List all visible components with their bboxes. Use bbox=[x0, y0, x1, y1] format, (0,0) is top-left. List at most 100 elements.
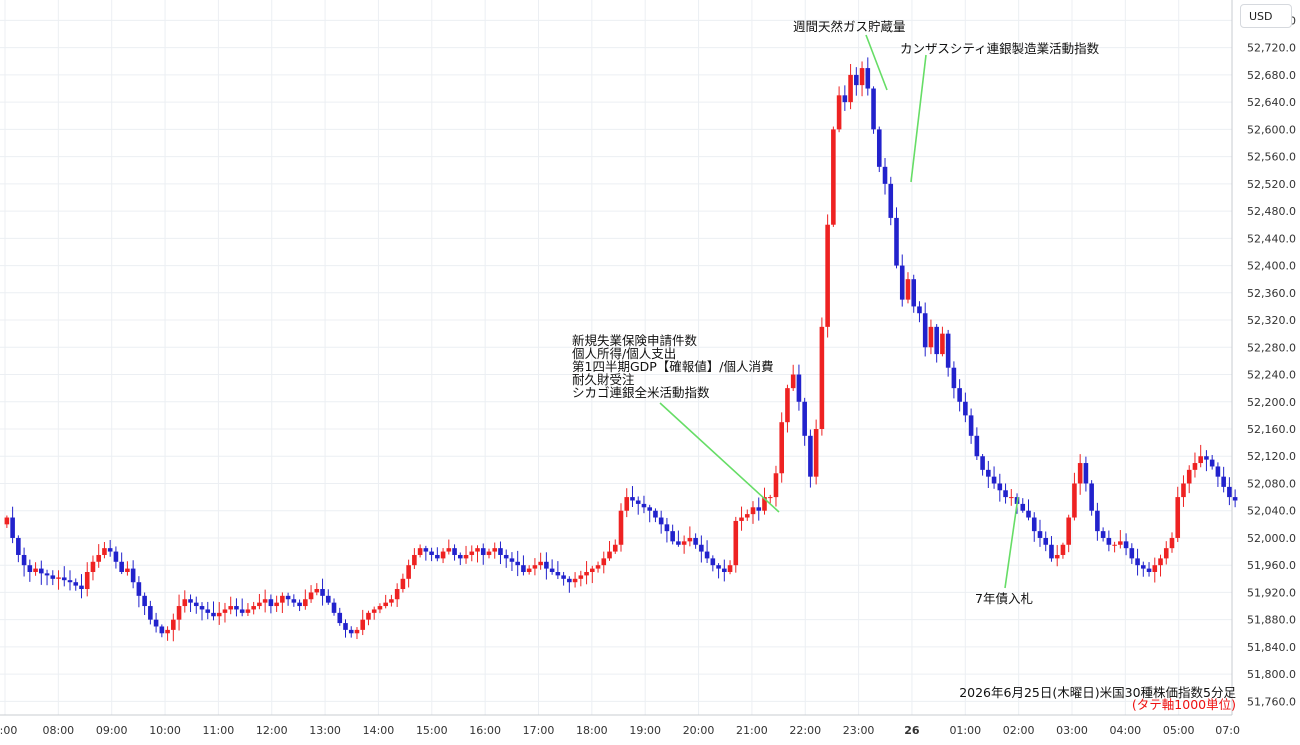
annotation-line-2 bbox=[865, 34, 888, 91]
candle-up bbox=[1158, 558, 1163, 566]
candle-up bbox=[767, 497, 773, 499]
x-tick-label: 12:00 bbox=[256, 724, 288, 737]
candle-down bbox=[1020, 503, 1026, 511]
candle-down bbox=[888, 183, 894, 218]
candle-down bbox=[756, 507, 762, 511]
candle-down bbox=[10, 517, 15, 538]
x-tick-label: 11:00 bbox=[203, 724, 235, 737]
candle-up bbox=[681, 541, 687, 545]
candle-down bbox=[21, 554, 27, 566]
candlestick-series bbox=[4, 57, 1238, 642]
candle-down bbox=[1135, 558, 1140, 566]
candle-up bbox=[366, 612, 371, 620]
annotation-1-line-1: 新規失業保険申請件数 bbox=[572, 333, 698, 348]
candle-up bbox=[607, 551, 612, 559]
candle-up bbox=[389, 599, 394, 603]
candle-down bbox=[159, 626, 165, 634]
candle-down bbox=[39, 568, 44, 574]
candle-up bbox=[744, 514, 750, 518]
y-tick-label: 52,320.0 bbox=[1247, 314, 1296, 327]
annotation-4: 7年債入札 bbox=[975, 591, 1033, 606]
candle-down bbox=[716, 565, 721, 569]
candle-down bbox=[291, 599, 297, 603]
annotation-1-line-5: シカゴ連銀全米活動指数 bbox=[572, 385, 710, 400]
y-tick-label: 51,880.0 bbox=[1247, 614, 1296, 627]
candle-up bbox=[417, 548, 423, 555]
candle-down bbox=[205, 609, 211, 613]
candle-down bbox=[1043, 537, 1049, 545]
candle-down bbox=[963, 401, 968, 416]
y-tick-label: 51,760.0 bbox=[1247, 695, 1296, 708]
candle-down bbox=[1146, 568, 1152, 572]
y-tick-label: 52,160.0 bbox=[1247, 423, 1296, 436]
x-tick-label: 17:00 bbox=[523, 724, 555, 737]
y-tick-label: 51,960.0 bbox=[1247, 559, 1296, 572]
candle-down bbox=[429, 551, 434, 555]
candle-up bbox=[245, 609, 251, 613]
candle-up bbox=[1118, 541, 1123, 545]
candle-down bbox=[630, 497, 635, 501]
annotation-1-line-3: 第1四半期GDP【確報値】/個人消費 bbox=[572, 359, 774, 374]
y-tick-label: 52,200.0 bbox=[1247, 396, 1296, 409]
candle-down bbox=[113, 551, 119, 562]
candle-up bbox=[262, 599, 268, 603]
candle-down bbox=[515, 561, 520, 566]
candle-down bbox=[1232, 497, 1238, 501]
candle-down bbox=[343, 623, 348, 630]
y-tick-label: 52,680.0 bbox=[1247, 69, 1296, 82]
annotation-3: カンザスシティ連銀製造業活動指数 bbox=[900, 41, 1100, 56]
candle-up bbox=[90, 561, 96, 572]
x-tick-label: 23:00 bbox=[843, 724, 875, 737]
candle-down bbox=[1221, 476, 1226, 487]
currency-selector-button[interactable]: USD bbox=[1240, 4, 1292, 28]
candle-up bbox=[790, 374, 796, 389]
candle-down bbox=[876, 129, 882, 167]
candle-up bbox=[354, 629, 360, 634]
y-tick-label: 51,840.0 bbox=[1247, 641, 1296, 654]
candle-down bbox=[73, 582, 79, 586]
y-tick-label: 52,400.0 bbox=[1247, 260, 1296, 273]
y-tick-label: 52,080.0 bbox=[1247, 477, 1296, 490]
candle-down bbox=[1049, 544, 1054, 559]
candle-up bbox=[1066, 517, 1071, 545]
candle-up bbox=[1152, 565, 1158, 572]
candle-up bbox=[228, 606, 234, 610]
candle-up bbox=[733, 520, 739, 566]
x-tick-label: 08:00 bbox=[42, 724, 74, 737]
x-tick-label: 20:00 bbox=[683, 724, 715, 737]
candle-up bbox=[492, 548, 498, 552]
candle-down bbox=[136, 582, 142, 596]
x-tick-label: 02:00 bbox=[1003, 724, 1035, 737]
candle-up bbox=[578, 575, 584, 579]
candle-down bbox=[1089, 483, 1094, 511]
candle-up bbox=[624, 497, 630, 511]
candle-down bbox=[50, 575, 56, 579]
candle-up bbox=[526, 568, 532, 572]
candle-up bbox=[785, 388, 790, 423]
candle-down bbox=[1204, 456, 1209, 460]
candle-up bbox=[1186, 469, 1192, 484]
candle-down bbox=[641, 503, 647, 508]
candle-down bbox=[331, 602, 337, 613]
candle-down bbox=[934, 326, 939, 355]
candle-down bbox=[911, 279, 917, 307]
annotation-line-4 bbox=[1004, 496, 1019, 589]
candle-down bbox=[1227, 486, 1232, 498]
candle-up bbox=[486, 551, 492, 555]
candle-down bbox=[968, 415, 974, 436]
candle-up bbox=[314, 589, 320, 593]
candle-down bbox=[1141, 565, 1146, 569]
candle-down bbox=[423, 548, 429, 552]
candle-down bbox=[796, 374, 802, 402]
candle-down bbox=[452, 548, 457, 555]
candle-up bbox=[377, 606, 383, 610]
candle-up bbox=[848, 74, 853, 103]
candle-up bbox=[4, 517, 10, 525]
candle-up bbox=[400, 578, 406, 590]
candle-up bbox=[831, 129, 836, 225]
candle-down bbox=[957, 388, 962, 402]
candle-down bbox=[704, 551, 710, 559]
x-tick-label: 01:00 bbox=[949, 724, 981, 737]
candle-up bbox=[1112, 544, 1117, 546]
candle-up bbox=[440, 551, 446, 559]
